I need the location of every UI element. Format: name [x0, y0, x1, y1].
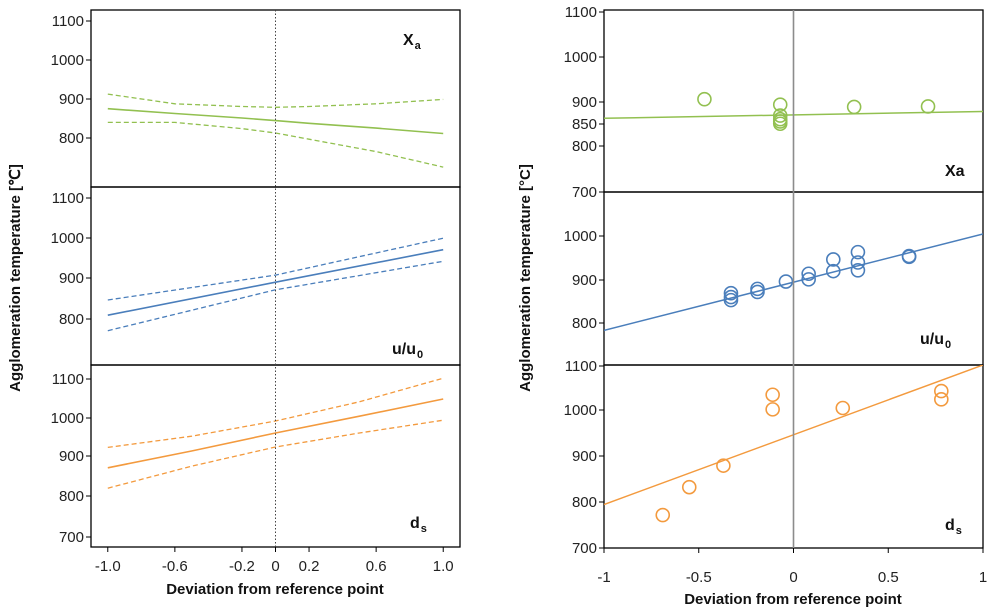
data-point [750, 281, 765, 297]
data-point [835, 400, 851, 416]
panel-label: d [945, 517, 955, 534]
y-tick-label: 1000 [564, 228, 597, 245]
x-tick-label: 1.0 [433, 558, 454, 575]
y-tick-label: 1000 [51, 410, 84, 427]
y-tick-label: 800 [59, 488, 84, 505]
panel-label-subscript: s [421, 523, 427, 535]
right-panel-2: 700 800 900 1000 u/u 0 [564, 184, 984, 366]
y-tick-label: 1000 [51, 52, 84, 69]
y-tick-label: 1100 [565, 4, 597, 21]
y-tick-label: 900 [59, 270, 84, 287]
y-tick-label: 800 [572, 315, 597, 332]
data-point [850, 255, 866, 270]
panel-label: u/u [392, 341, 416, 358]
data-point [765, 387, 780, 403]
data-point [846, 99, 862, 115]
y-tick-label: 800 [59, 130, 84, 147]
data-point [920, 99, 936, 114]
x-tick-label: -0.6 [162, 558, 188, 575]
data-point [825, 263, 841, 279]
series-line-lower [107, 260, 444, 332]
y-tick-label: 900 [59, 91, 84, 108]
panel-label: X [403, 32, 414, 49]
plot-area [107, 377, 444, 489]
series-line-upper [107, 93, 444, 108]
series-line-fit [107, 398, 444, 469]
y-tick-label: 900 [59, 448, 84, 465]
panel-label-subscript: a [415, 40, 422, 52]
y-tick-label: 1100 [52, 190, 84, 207]
x-tick-label: 0 [789, 569, 797, 586]
x-tick-label: -0.5 [686, 569, 712, 586]
x-tick-label: 0.2 [299, 558, 320, 575]
left-panel-1: 800 900 1000 1100 X a [51, 9, 461, 188]
data-point [655, 507, 671, 523]
y-tick-label: 900 [572, 272, 597, 289]
y-tick-label: 700 [59, 529, 84, 546]
data-point [765, 402, 780, 417]
data-point [697, 91, 712, 107]
data-point [850, 244, 866, 260]
x-tick-label: 0.6 [366, 558, 387, 575]
y-axis-label: Agglomeration temperature [°C] [517, 164, 534, 392]
left-panel-2: 800 900 1000 1100 u/u 0 [51, 186, 461, 366]
series-line-lower [107, 419, 444, 489]
series-line-fit [107, 107, 444, 135]
plot-area [107, 237, 444, 332]
y-tick-label: 800 [572, 494, 597, 511]
y-tick-label: 1100 [565, 358, 597, 375]
series-line-upper [107, 237, 444, 301]
data-point [901, 248, 917, 264]
x-tick-label: -0.2 [229, 558, 255, 575]
panel-label-subscript: s [956, 525, 962, 537]
x-tick-label: -1.0 [95, 558, 121, 575]
x-tick-label: 0 [271, 558, 279, 575]
panel-label-subscript: 0 [945, 339, 951, 351]
series-line-fit [107, 248, 444, 316]
data-point [772, 108, 788, 123]
data-point [772, 97, 788, 112]
right-panel-3: 700 800 900 1000 1100 d s [564, 358, 984, 557]
y-tick-label: 800 [572, 138, 597, 155]
data-point [750, 284, 765, 300]
y-tick-label: 900 [572, 448, 597, 465]
panel-label: u/u [920, 331, 944, 348]
data-point [716, 458, 731, 473]
y-tick-label: 1000 [564, 402, 597, 419]
data-point [801, 272, 816, 287]
left-panel-3: 700 800 900 1000 1100 d s [51, 364, 461, 548]
y-tick-label: 700 [572, 184, 597, 201]
y-tick-label: 900 [572, 94, 597, 111]
y-tick-label: 1100 [52, 371, 84, 388]
data-point [778, 274, 794, 289]
y-tick-label: 1100 [52, 13, 84, 30]
panel-label: Xa [945, 163, 965, 180]
y-tick-label: 850 [572, 116, 597, 133]
data-point [934, 383, 949, 399]
right-panel-1: 800 850 900 1000 1100 Xa [564, 4, 984, 193]
y-axis-label: Agglomeration temperature [℃] [7, 164, 24, 392]
data-point [825, 252, 841, 267]
y-tick-label: 1000 [564, 49, 597, 66]
data-point [723, 285, 739, 301]
y-tick-label: 800 [59, 311, 84, 328]
y-tick-label: 700 [572, 540, 597, 557]
x-tick-label: 0.5 [878, 569, 899, 586]
panel-label-subscript: 0 [417, 349, 423, 361]
x-axis-label: Deviation from reference point [166, 581, 384, 598]
x-tick-label: 1 [979, 569, 987, 586]
data-point [681, 479, 697, 495]
data-point [934, 392, 949, 407]
data-point [772, 116, 788, 132]
data-point [850, 262, 866, 278]
data-point [801, 266, 816, 282]
x-axis-label: Deviation from reference point [684, 591, 902, 608]
data-point [723, 292, 739, 308]
y-tick-label: 1000 [51, 230, 84, 247]
x-tick-label: -1 [597, 569, 610, 586]
panel-label: d [410, 515, 420, 532]
